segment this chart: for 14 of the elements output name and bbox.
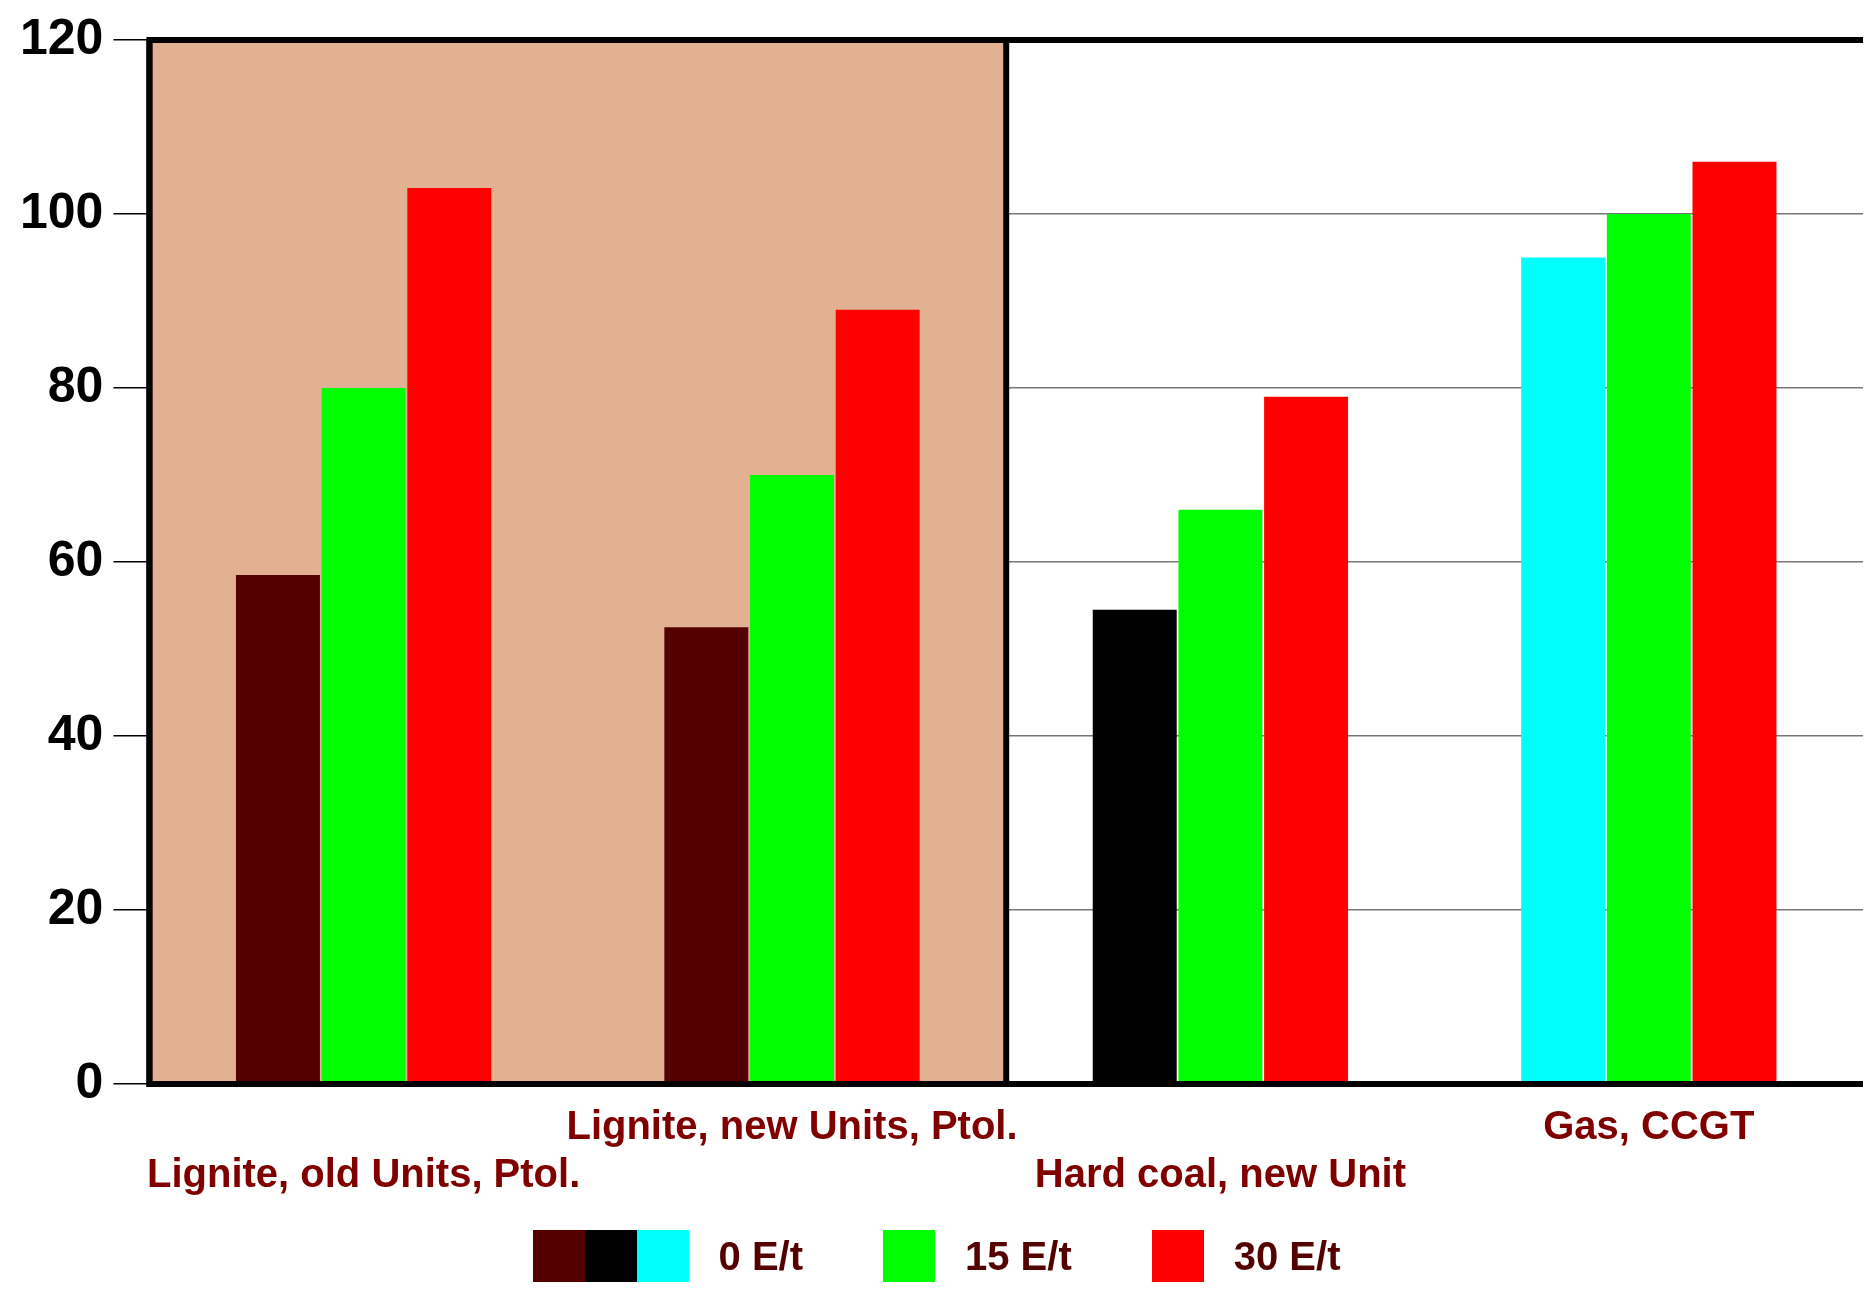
y-tick-label: 40 [47, 704, 104, 761]
legend-label: 30 E/t [1233, 1233, 1341, 1279]
x-tick-label: Gas, CCGT [1543, 1103, 1755, 1148]
x-tick-label: Lignite, new Units, Ptol. [566, 1103, 1018, 1148]
y-tick-label: 60 [47, 530, 104, 587]
y-tick-label: 100 [19, 182, 104, 239]
y-tick-label: 20 [47, 878, 104, 935]
legend-label: 15 E/t [965, 1233, 1072, 1279]
legend-label: 0 E/t [718, 1233, 804, 1279]
y-tick-label: 120 [19, 8, 104, 65]
y-tick-label: 80 [47, 356, 104, 413]
x-tick-label: Lignite, old Units, Ptol. [146, 1151, 581, 1196]
y-tick-label: 0 [75, 1052, 104, 1109]
x-tick-label: Hard coal, new Unit [1034, 1151, 1406, 1196]
